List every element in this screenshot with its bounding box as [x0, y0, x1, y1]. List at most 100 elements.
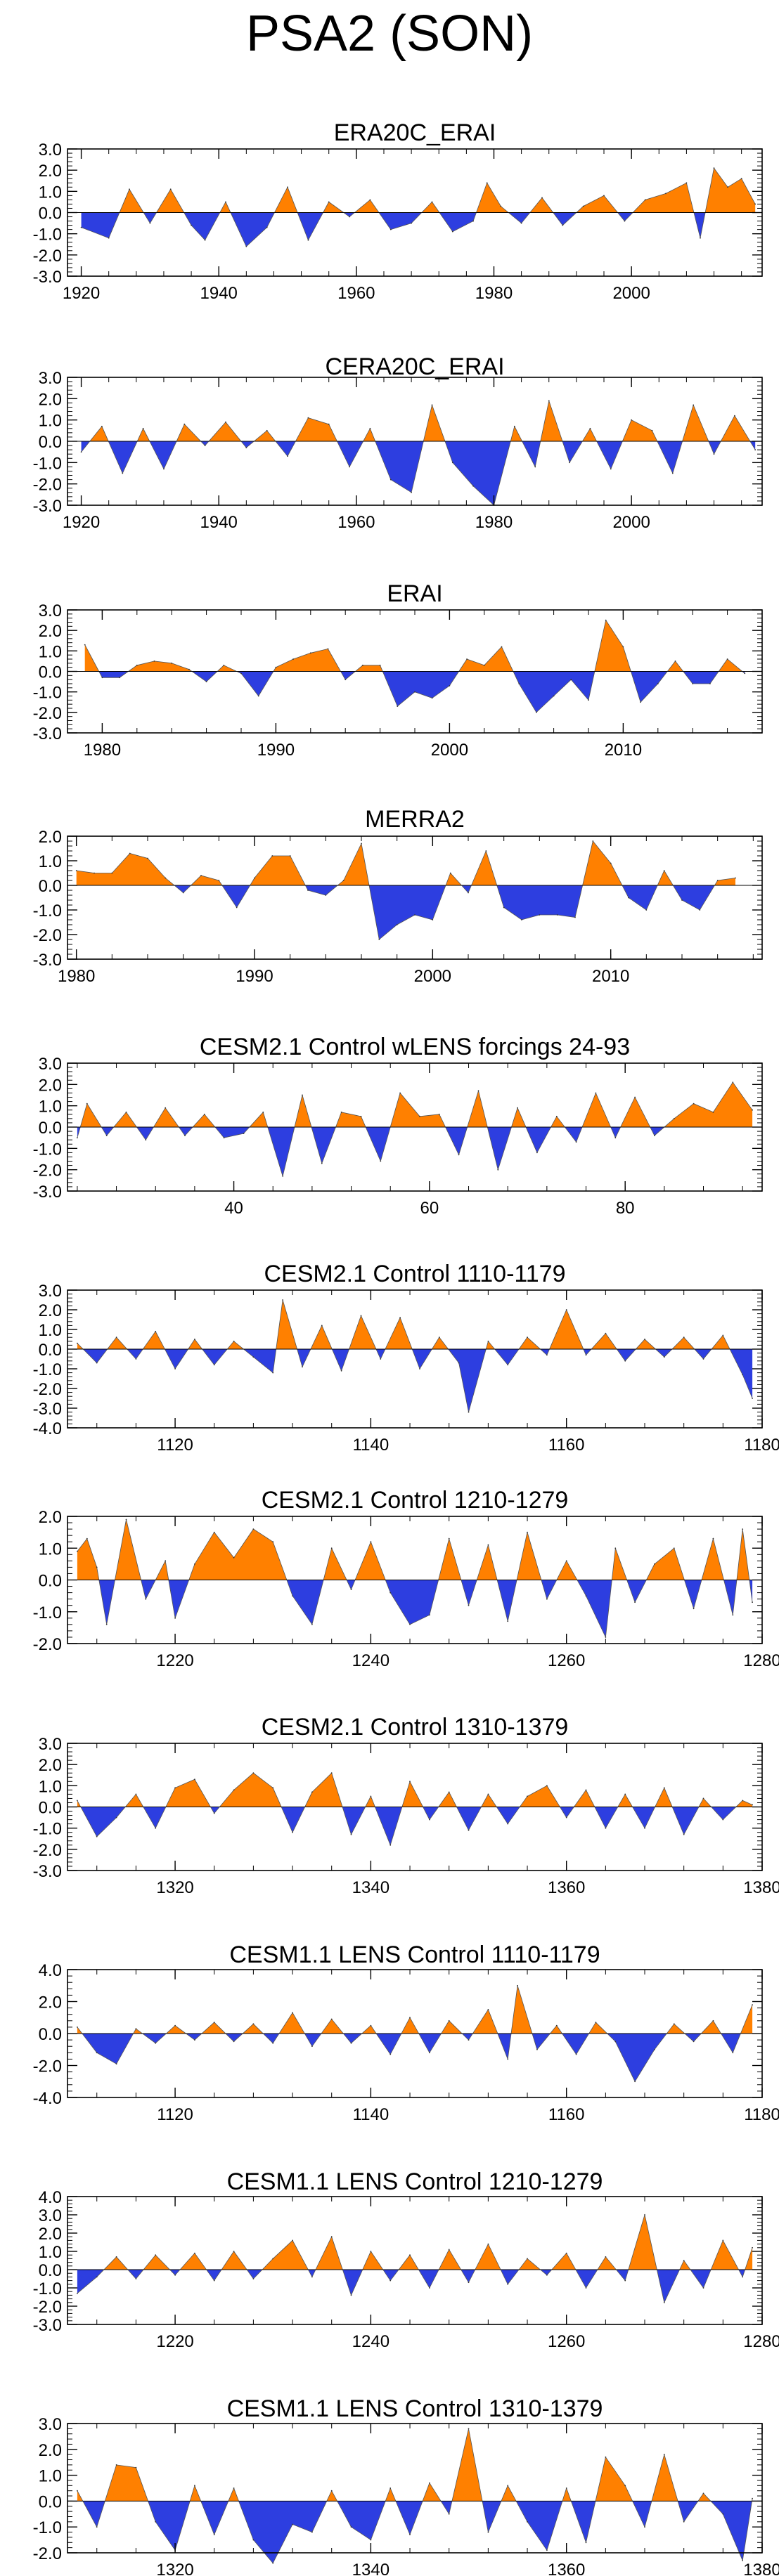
data-point	[507, 2283, 509, 2285]
x-tick-label: 1160	[548, 1436, 585, 1455]
data-point	[438, 1113, 440, 1115]
negative-area	[149, 441, 177, 469]
x-tick-label: 1990	[236, 967, 273, 986]
data-point	[574, 916, 576, 918]
data-point	[370, 1541, 372, 1543]
data-point	[685, 182, 688, 184]
panel-11: CESM1.1 LENS Control 1310-1379 3.0 2.0 1.0 0…	[33, 2395, 779, 2576]
data-point	[77, 2027, 78, 2028]
data-point	[80, 226, 82, 228]
x-tick-label: 1240	[352, 1651, 390, 1670]
positive-area	[711, 2240, 739, 2270]
y-tick-label: 0.0	[39, 1341, 62, 1360]
positive-area	[89, 426, 109, 441]
data-point	[605, 1827, 607, 1829]
data-point	[693, 2041, 695, 2043]
y-tick-label: -2.0	[33, 2057, 62, 2076]
data-point	[171, 662, 173, 664]
negative-area	[710, 2501, 752, 2561]
data-point	[640, 701, 641, 703]
negative-area	[439, 212, 477, 232]
data-point	[429, 2287, 430, 2289]
positive-area	[702, 1538, 724, 1580]
positive-area	[721, 415, 750, 441]
y-tick-label: 1.0	[39, 642, 62, 661]
data-point	[546, 1598, 548, 1600]
positive-area	[362, 2251, 383, 2270]
data-point	[713, 167, 715, 169]
data-point	[448, 2513, 450, 2515]
data-point	[311, 1623, 313, 1625]
data-point	[448, 1791, 450, 1793]
positive-area	[471, 851, 497, 885]
data-point	[77, 1550, 78, 1552]
data-point	[135, 2466, 137, 2468]
positive-area	[250, 856, 306, 885]
negative-area	[80, 1807, 126, 1837]
negative-area	[610, 1127, 621, 1138]
data-point	[330, 2018, 333, 2020]
negative-area	[275, 441, 296, 457]
negative-area	[441, 2501, 452, 2514]
data-point	[603, 195, 605, 197]
data-point	[702, 2492, 704, 2494]
data-point	[752, 2246, 753, 2249]
negative-area	[108, 441, 138, 474]
data-point	[390, 479, 392, 481]
positive-area	[451, 2428, 482, 2502]
data-point	[136, 664, 138, 666]
data-point	[101, 425, 103, 427]
positive-area	[519, 2258, 541, 2270]
positive-area	[551, 1116, 565, 1127]
positive-area	[165, 1779, 211, 1807]
data-point	[252, 1772, 255, 1774]
positive-area	[657, 871, 674, 885]
data-point	[96, 1835, 98, 1837]
data-point	[135, 2028, 137, 2030]
data-point	[517, 1984, 518, 1986]
data-point	[665, 193, 667, 195]
positive-area	[529, 197, 553, 213]
x-tick-label: 1260	[548, 2332, 585, 2351]
data-point	[101, 677, 103, 679]
negative-area	[221, 885, 250, 908]
negative-area	[501, 2270, 520, 2284]
data-point	[624, 2485, 626, 2487]
data-point	[468, 2282, 470, 2284]
data-point	[575, 1141, 577, 1143]
positive-area	[365, 1796, 375, 1807]
negative-area	[127, 2270, 144, 2279]
data-point	[605, 1637, 607, 1638]
data-point	[487, 2531, 489, 2533]
positive-area	[349, 1315, 376, 1349]
x-tick-label: 1380	[743, 1878, 779, 1897]
data-point	[272, 2042, 274, 2044]
data-point	[252, 2023, 255, 2025]
data-point	[752, 1398, 753, 1399]
data-point	[307, 239, 309, 241]
positive-area	[262, 2240, 309, 2270]
data-point	[272, 1372, 274, 1374]
data-point	[507, 1364, 509, 1366]
data-point	[213, 1812, 215, 1814]
positive-area	[326, 2490, 337, 2502]
data-point	[272, 1787, 274, 1789]
data-point	[732, 1081, 734, 1084]
x-tick-label: 1120	[157, 2105, 193, 2124]
positive-area	[128, 661, 192, 672]
data-point	[135, 2278, 137, 2279]
data-point	[546, 1354, 548, 1356]
data-point	[595, 1092, 597, 1094]
negative-area	[395, 2501, 423, 2535]
negative-area	[148, 2501, 191, 2551]
data-point	[742, 2276, 744, 2278]
y-tick-label: -2.0	[33, 2544, 62, 2563]
data-point	[174, 1368, 176, 1370]
negative-area	[448, 1349, 487, 1412]
data-point	[135, 1358, 137, 1360]
data-point	[507, 1823, 509, 1825]
data-point	[125, 1518, 127, 1521]
panel-9: CESM1.1 LENS Control 1110-1179 4.0 2.0 0.0 -…	[33, 1941, 779, 2124]
panel-3: ERAI 3.0 2.01.0 0.0 -1.0-2.0-3.0 1980 1990 2000…	[33, 580, 763, 760]
data-point	[213, 1364, 215, 1366]
